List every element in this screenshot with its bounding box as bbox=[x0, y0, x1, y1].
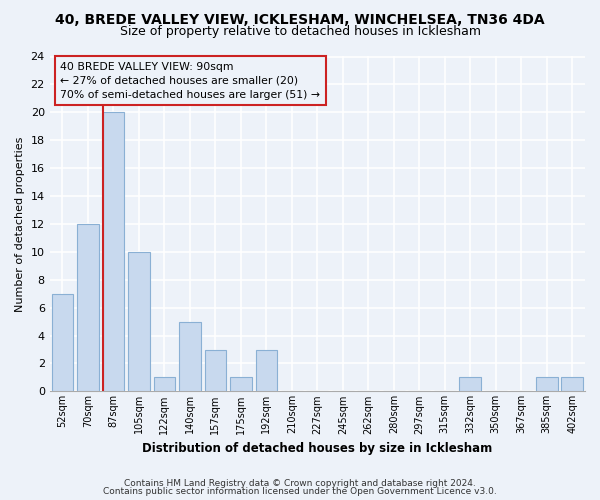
Bar bbox=[103, 112, 124, 392]
Bar bbox=[128, 252, 150, 392]
Bar bbox=[205, 350, 226, 392]
Bar bbox=[77, 224, 99, 392]
Text: Contains public sector information licensed under the Open Government Licence v3: Contains public sector information licen… bbox=[103, 487, 497, 496]
Bar bbox=[154, 378, 175, 392]
X-axis label: Distribution of detached houses by size in Icklesham: Distribution of detached houses by size … bbox=[142, 442, 493, 455]
Bar bbox=[460, 378, 481, 392]
Bar bbox=[536, 378, 557, 392]
Text: 40 BREDE VALLEY VIEW: 90sqm
← 27% of detached houses are smaller (20)
70% of sem: 40 BREDE VALLEY VIEW: 90sqm ← 27% of det… bbox=[61, 62, 320, 100]
Text: Size of property relative to detached houses in Icklesham: Size of property relative to detached ho… bbox=[119, 25, 481, 38]
Bar bbox=[52, 294, 73, 392]
Bar bbox=[230, 378, 251, 392]
Y-axis label: Number of detached properties: Number of detached properties bbox=[15, 136, 25, 312]
Text: Contains HM Land Registry data © Crown copyright and database right 2024.: Contains HM Land Registry data © Crown c… bbox=[124, 478, 476, 488]
Text: 40, BREDE VALLEY VIEW, ICKLESHAM, WINCHELSEA, TN36 4DA: 40, BREDE VALLEY VIEW, ICKLESHAM, WINCHE… bbox=[55, 12, 545, 26]
Bar bbox=[256, 350, 277, 392]
Bar bbox=[179, 322, 201, 392]
Bar bbox=[562, 378, 583, 392]
